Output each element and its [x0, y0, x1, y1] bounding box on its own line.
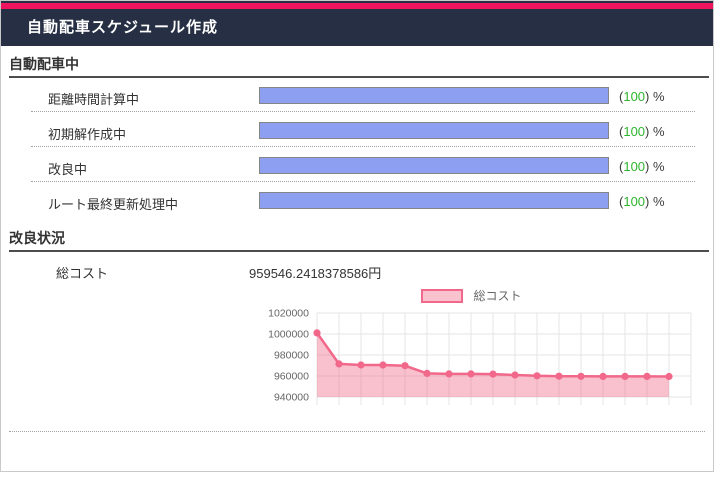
- svg-text:940000: 940000: [274, 392, 309, 404]
- cost-chart: 1020000 1000000 980000 960000 940000: [251, 305, 713, 413]
- progress-label-initial: 初期解作成中: [48, 127, 127, 142]
- progress-fill: [260, 88, 608, 103]
- paren: ): [645, 124, 650, 139]
- progress-value-initial: (100) %: [619, 124, 665, 139]
- paren: (: [619, 89, 624, 104]
- percent-sign: %: [653, 159, 665, 174]
- progress-bar-initial: [259, 122, 609, 139]
- section-title-improvement: 改良状況: [9, 230, 65, 246]
- progress-bar-route-update: [259, 192, 609, 209]
- progress-label-distance: 距離時間計算中: [48, 92, 140, 107]
- bottom-separator: [9, 431, 705, 432]
- chart-legend: 総コスト: [421, 287, 522, 304]
- page-title: 自動配車スケジュール作成: [1, 9, 713, 46]
- main-window: 自動配車スケジュール作成 自動配車中 距離時間計算中 (100) % 初期解作成…: [0, 0, 714, 472]
- paren: ): [645, 89, 650, 104]
- total-cost-value: 959546.2418378586円: [249, 266, 382, 281]
- section-title-dispatch: 自動配車中: [9, 56, 79, 72]
- row-separator: [31, 111, 695, 112]
- progress-value-route-update: (100) %: [619, 194, 665, 209]
- progress-label-improve: 改良中: [48, 162, 88, 177]
- progress-bar-distance: [259, 87, 609, 104]
- progress-value-improve: (100) %: [619, 159, 665, 174]
- section-rule: [9, 76, 709, 78]
- cost-chart-svg: 1020000 1000000 980000 960000 940000: [268, 308, 692, 405]
- legend-label: 総コスト: [473, 289, 522, 304]
- row-separator: [31, 146, 695, 147]
- svg-text:980000: 980000: [274, 350, 309, 362]
- paren: ): [645, 159, 650, 174]
- percent-number: 100: [623, 89, 646, 104]
- progress-fill: [260, 123, 608, 138]
- progress-fill: [260, 158, 608, 173]
- total-cost-label: 総コスト: [56, 266, 109, 281]
- percent-sign: %: [653, 194, 665, 209]
- svg-text:1020000: 1020000: [268, 308, 309, 320]
- paren: (: [619, 124, 624, 139]
- legend-swatch: [421, 288, 463, 303]
- progress-label-route-update: ルート最終更新処理中: [48, 197, 179, 212]
- percent-number: 100: [623, 124, 646, 139]
- top-navy-line: [1, 1, 713, 3]
- row-separator: [31, 181, 695, 182]
- paren: (: [619, 159, 624, 174]
- percent-sign: %: [653, 124, 665, 139]
- accent-bar: [1, 3, 713, 9]
- progress-bar-improve: [259, 157, 609, 174]
- svg-text:1000000: 1000000: [268, 329, 309, 341]
- svg-text:960000: 960000: [274, 371, 309, 383]
- paren: (: [619, 194, 624, 209]
- percent-number: 100: [623, 159, 646, 174]
- percent-number: 100: [623, 194, 646, 209]
- progress-fill: [260, 193, 608, 208]
- paren: ): [645, 194, 650, 209]
- section-rule: [9, 250, 709, 252]
- percent-sign: %: [653, 89, 665, 104]
- progress-value-distance: (100) %: [619, 89, 665, 104]
